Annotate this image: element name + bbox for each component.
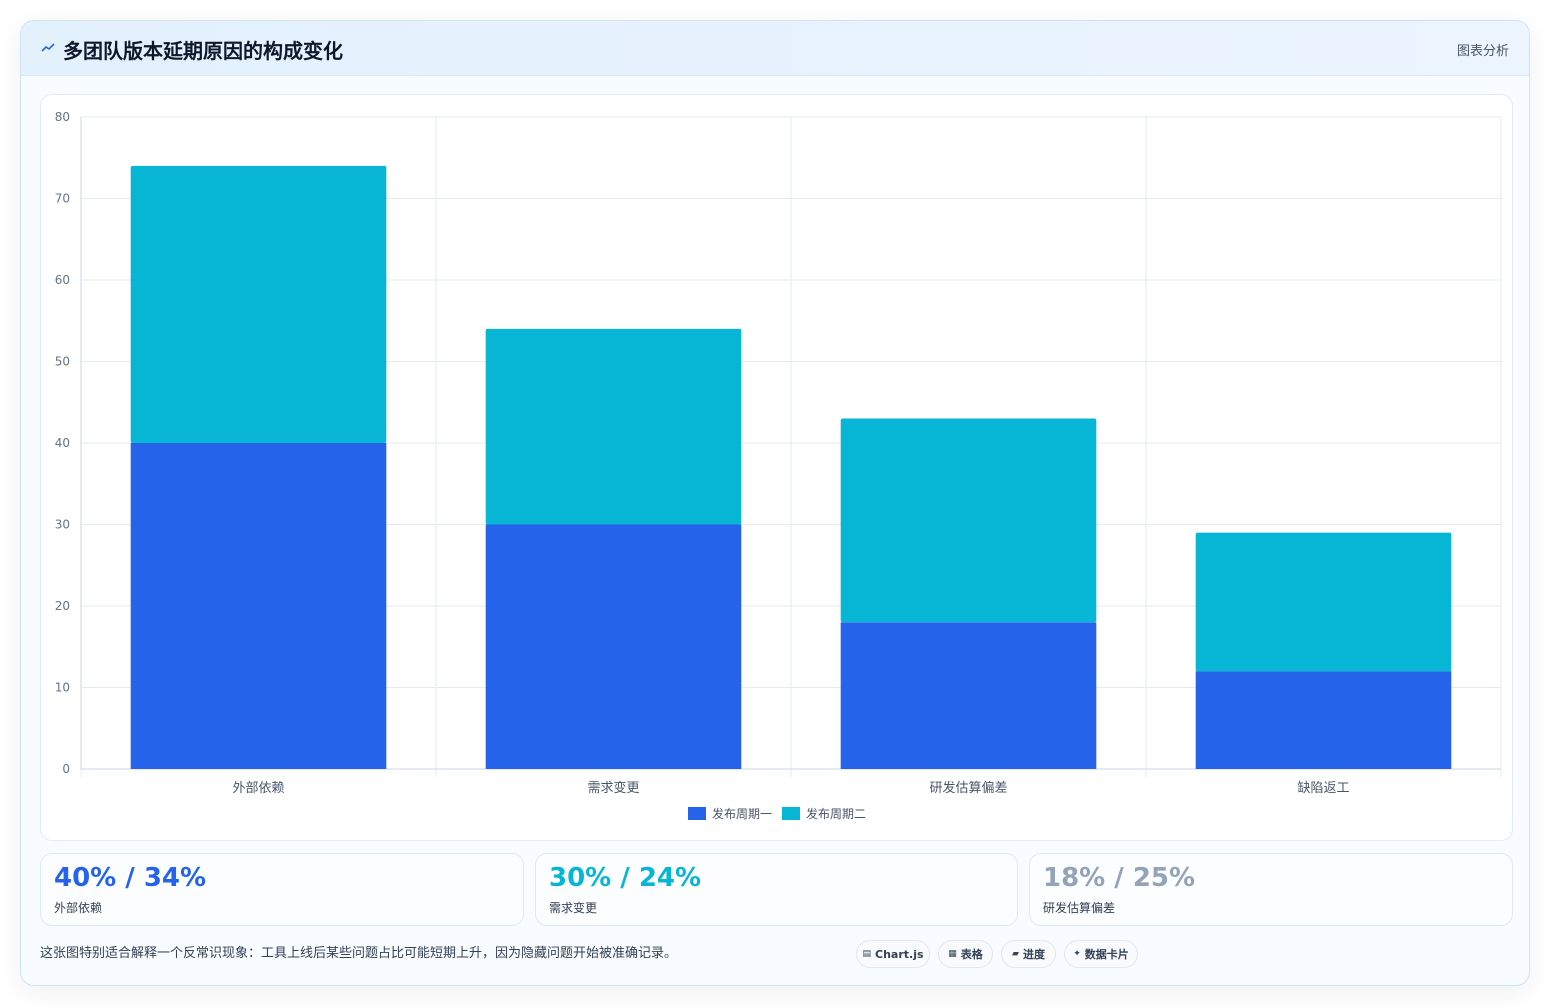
- stat-label: 研发估算偏差: [1043, 901, 1116, 915]
- chart-panel: 0 10 20 30 40 50 60 70 80 外部依赖 需求变更 研发估算偏差 缺陷返工发布周期一…: [40, 94, 1513, 841]
- bar-segment: [1195, 671, 1452, 769]
- stat-label: 外部依赖: [54, 901, 103, 915]
- y-tick-label: 50: [55, 355, 70, 369]
- stacked-bar-chart: 0 10 20 30 40 50 60 70 80 外部依赖 需求变更 研发估算偏差 缺陷返工发布周期一…: [55, 110, 1502, 821]
- chip-chartjs[interactable]: ▤ Chart.js: [856, 940, 930, 968]
- stat-card-requirement-change: 30% / 24% 需求变更: [535, 853, 1018, 926]
- legend-label: 发布周期一: [712, 806, 772, 821]
- y-tick-label: 10: [55, 681, 70, 695]
- chip-table[interactable]: ▦ 表格: [938, 940, 993, 968]
- bar-segment: [485, 328, 742, 525]
- chart-icon: ▤: [862, 949, 871, 959]
- stat-value: 18% / 25%: [1043, 863, 1196, 893]
- y-tick-label: 0: [62, 762, 70, 776]
- bar-segment: [485, 524, 742, 769]
- bar-segment: [840, 622, 1097, 769]
- bar-segment: [840, 418, 1097, 623]
- y-tick-label: 20: [55, 599, 70, 613]
- progress-icon: ▰: [1012, 949, 1019, 959]
- bar-segment: [1195, 532, 1452, 672]
- stat-card-external-dependency: 40% / 34% 外部依赖: [40, 853, 524, 926]
- table-icon: ▦: [948, 949, 957, 959]
- sparkle-icon: ✦: [1073, 949, 1081, 959]
- chart-card: 多团队版本延期原因的构成变化 图表分析 0 10 20 30 40 50 60 70 80 外部依…: [20, 20, 1530, 986]
- bar-segment: [130, 165, 387, 443]
- chip-data-card[interactable]: ✦ 数据卡片: [1064, 940, 1138, 968]
- chart-icon: [41, 43, 55, 52]
- chip-label: 数据卡片: [1084, 948, 1129, 961]
- y-tick-label: 70: [55, 192, 70, 206]
- chip-label: 表格: [960, 948, 983, 961]
- stat-label: 需求变更: [549, 901, 598, 915]
- bar-segment: [130, 443, 387, 769]
- chip-label: 进度: [1022, 948, 1045, 961]
- y-tick-label: 80: [55, 110, 70, 124]
- x-tick-label: 外部依赖: [232, 781, 284, 796]
- stat-value: 40% / 34%: [54, 863, 207, 893]
- chart-analysis-tag: 图表分析: [1456, 44, 1509, 59]
- chip-progress[interactable]: ▰ 进度: [1001, 940, 1056, 968]
- footer-note: 这张图特别适合解释一个反常识现象：工具上线后某些问题占比可能短期上升，因为隐藏问…: [40, 946, 678, 961]
- legend-swatch: [782, 807, 800, 820]
- x-tick-label: 研发估算偏差: [929, 780, 1007, 796]
- page-title: 多团队版本延期原因的构成变化: [63, 39, 343, 63]
- x-tick-label: 缺陷返工: [1297, 781, 1349, 796]
- y-tick-label: 40: [55, 436, 70, 450]
- stat-value: 30% / 24%: [549, 863, 702, 893]
- legend-label: 发布周期二: [806, 806, 866, 821]
- y-tick-label: 60: [55, 273, 70, 287]
- legend-swatch: [688, 807, 706, 820]
- y-tick-label: 30: [55, 518, 70, 532]
- card-header: 多团队版本延期原因的构成变化 图表分析: [21, 21, 1529, 76]
- x-tick-label: 需求变更: [587, 780, 639, 796]
- chip-label: Chart.js: [875, 947, 924, 961]
- stat-card-estimation-bias: 18% / 25% 研发估算偏差: [1029, 853, 1513, 926]
